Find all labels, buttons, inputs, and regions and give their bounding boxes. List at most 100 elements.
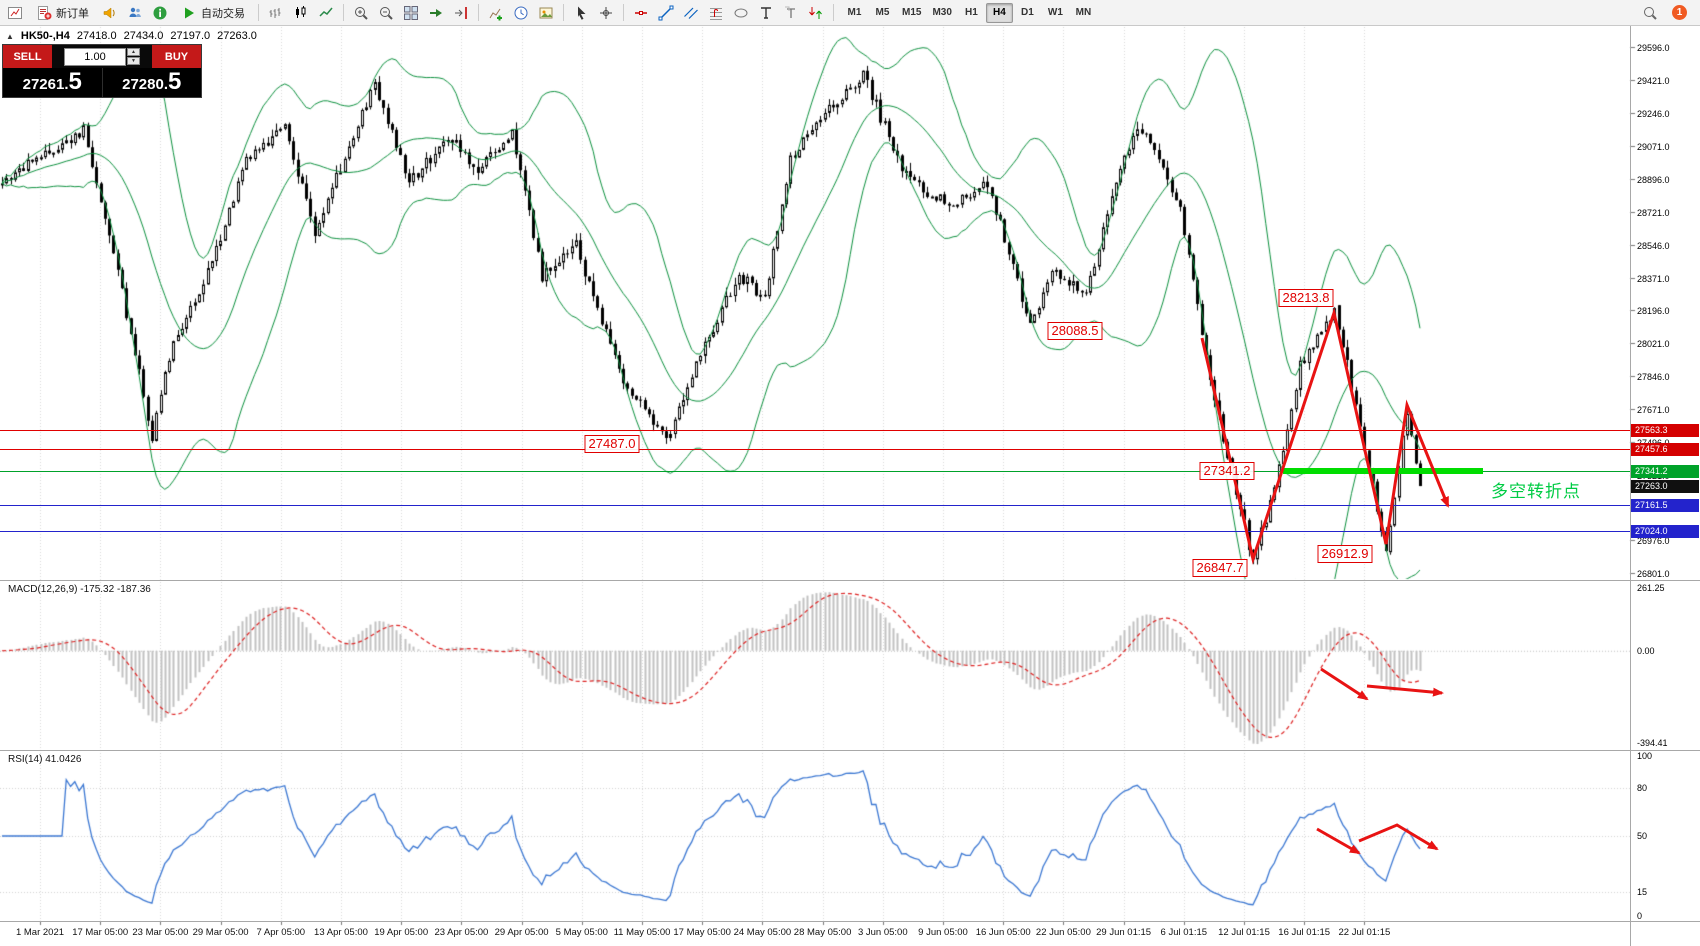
macd-scale-label: -394.41 bbox=[1637, 738, 1668, 748]
notification-count: 1 bbox=[1676, 7, 1683, 18]
ohlc-open: 27418.0 bbox=[76, 30, 117, 42]
zoom-in-button[interactable] bbox=[349, 2, 373, 24]
alerts-horn-button[interactable] bbox=[98, 2, 122, 24]
indicators-button[interactable] bbox=[484, 2, 508, 24]
volume-down-button[interactable]: ▼ bbox=[127, 57, 140, 65]
candle-chart-mode-button[interactable] bbox=[289, 2, 313, 24]
line-chart-mode-button[interactable] bbox=[314, 2, 338, 24]
time-axis-label: 29 Apr 05:00 bbox=[494, 927, 549, 938]
chart-shift-button[interactable] bbox=[449, 2, 473, 24]
chart-shift-icon bbox=[455, 6, 467, 19]
crosshair-button[interactable] bbox=[594, 2, 618, 24]
time-axis-label: 7 Apr 05:00 bbox=[256, 927, 306, 938]
cursor-icon bbox=[578, 6, 586, 20]
price-axis-label: 26976.0 bbox=[1637, 536, 1670, 547]
label-tool-icon bbox=[785, 6, 795, 18]
new-order-button[interactable]: 新订单 bbox=[28, 2, 97, 24]
timeframe-mn-button[interactable]: MN bbox=[1070, 3, 1097, 23]
price-callout-label[interactable]: 27487.0 bbox=[584, 435, 640, 453]
rsi-scale-label: 50 bbox=[1637, 831, 1648, 841]
panel-separator[interactable] bbox=[0, 750, 1700, 751]
text-tool-button[interactable] bbox=[754, 2, 778, 24]
hline-tool-icon bbox=[635, 10, 647, 15]
time-axis-label: 22 Jul 01:15 bbox=[1338, 927, 1391, 938]
time-axis-label: 9 Jun 05:00 bbox=[918, 927, 968, 938]
autotrade-label: 自动交易 bbox=[201, 7, 245, 20]
periods-button[interactable] bbox=[509, 2, 533, 24]
channel-tool-button[interactable] bbox=[679, 2, 703, 24]
timeframe-d1-button[interactable]: D1 bbox=[1014, 3, 1041, 23]
volume-up-button[interactable]: ▲ bbox=[127, 48, 140, 56]
timeframe-m1-button[interactable]: M1 bbox=[841, 3, 868, 23]
time-axis-label: 17 Mar 05:00 bbox=[72, 927, 129, 938]
label-tool-button[interactable] bbox=[779, 2, 803, 24]
templates-button[interactable] bbox=[534, 2, 558, 24]
trendline-tool-button[interactable] bbox=[654, 2, 678, 24]
bar-chart-mode-button[interactable] bbox=[264, 2, 288, 24]
candles-icon bbox=[296, 5, 306, 18]
horizontal-line-object[interactable] bbox=[0, 471, 1630, 472]
price-tag: 27263.0 bbox=[1631, 480, 1699, 494]
community-button[interactable] bbox=[123, 2, 147, 24]
symbol-period-label: HK50-,H4 bbox=[20, 30, 70, 42]
price-tag: 27024.0 bbox=[1631, 525, 1699, 539]
timeframe-w1-button[interactable]: W1 bbox=[1042, 3, 1069, 23]
info-button[interactable] bbox=[148, 2, 172, 24]
pivot-annotation-text[interactable]: 多空转折点 bbox=[1491, 482, 1581, 501]
autotrade-button[interactable]: 自动交易 bbox=[173, 2, 253, 24]
time-axis-label: 16 Jun 05:00 bbox=[975, 927, 1031, 938]
trendline-icon bbox=[658, 5, 674, 20]
volume-stepper: ▲ ▼ bbox=[127, 48, 140, 65]
timeframe-h1-button[interactable]: H1 bbox=[958, 3, 985, 23]
time-axis-label: 23 Mar 05:00 bbox=[132, 927, 189, 938]
horizontal-line-tool-button[interactable] bbox=[629, 2, 653, 24]
time-axis-label: 24 May 05:00 bbox=[733, 927, 792, 938]
price-axis-label: 28896.0 bbox=[1637, 174, 1670, 185]
rsi-scale-label: 0 bbox=[1637, 911, 1643, 921]
new-chart-button[interactable] bbox=[3, 2, 27, 24]
toolbar-right-group: 1 bbox=[1638, 2, 1697, 24]
time-axis-label: 29 Mar 05:00 bbox=[192, 927, 249, 938]
auto-scroll-button[interactable] bbox=[424, 2, 448, 24]
ohlc-info: ▲ HK50-,H4 27418.0 27434.0 27197.0 27263… bbox=[6, 30, 257, 42]
macd-scale-label: 0.00 bbox=[1637, 645, 1655, 656]
time-axis-label: 29 Jun 01:15 bbox=[1096, 927, 1152, 938]
horizontal-line-object[interactable] bbox=[0, 430, 1630, 431]
panel-separator[interactable] bbox=[0, 580, 1700, 581]
timeframe-m5-button[interactable]: M5 bbox=[869, 3, 896, 23]
buy-button[interactable]: BUY bbox=[152, 45, 201, 68]
shapes-tool-button[interactable] bbox=[729, 2, 753, 24]
volume-input[interactable] bbox=[64, 47, 126, 66]
sell-button[interactable]: SELL bbox=[3, 45, 52, 68]
arrows-tool-button[interactable] bbox=[804, 2, 828, 24]
indicators-icon bbox=[489, 8, 502, 20]
price-axis-label: 27846.0 bbox=[1637, 372, 1670, 383]
tile-windows-button[interactable] bbox=[399, 2, 423, 24]
price-tag: 27457.6 bbox=[1631, 443, 1699, 457]
price-axis-label: 28196.0 bbox=[1637, 306, 1670, 317]
zoom-out-button[interactable] bbox=[374, 2, 398, 24]
price-axis-label: 29421.0 bbox=[1637, 75, 1670, 86]
horizontal-line-object[interactable] bbox=[0, 505, 1630, 506]
timeframe-h4-button[interactable]: H4 bbox=[985, 2, 1013, 23]
toolbar-separator bbox=[563, 4, 564, 21]
price-callout-label[interactable]: 28088.5 bbox=[1047, 322, 1103, 340]
time-axis-label: 19 Apr 05:00 bbox=[374, 927, 429, 938]
search-button[interactable] bbox=[1638, 2, 1662, 24]
cursor-button[interactable] bbox=[569, 2, 593, 24]
timeframe-m15-button[interactable]: M15 bbox=[897, 3, 926, 23]
macd-scale-label: 261.25 bbox=[1637, 583, 1665, 593]
macd-label: MACD(12,26,9) -175.32 -187.36 bbox=[8, 584, 151, 595]
price-callout-label[interactable]: 26912.9 bbox=[1317, 545, 1373, 563]
timeframe-m30-button[interactable]: M30 bbox=[927, 3, 956, 23]
price-axis-label: 27671.0 bbox=[1637, 405, 1670, 416]
horizontal-line-object[interactable] bbox=[0, 531, 1630, 532]
pivot-highlight-line[interactable] bbox=[1283, 468, 1483, 475]
horizontal-line-object[interactable] bbox=[0, 449, 1630, 450]
price-callout-label[interactable]: 28213.8 bbox=[1278, 289, 1334, 307]
price-callout-label[interactable]: 26847.7 bbox=[1192, 559, 1248, 577]
price-callout-label[interactable]: 27341.2 bbox=[1199, 462, 1255, 480]
notifications-badge[interactable]: 1 bbox=[1672, 5, 1687, 20]
fibonacci-tool-button[interactable] bbox=[704, 2, 728, 24]
time-axis-label: 13 Apr 05:00 bbox=[314, 927, 368, 938]
